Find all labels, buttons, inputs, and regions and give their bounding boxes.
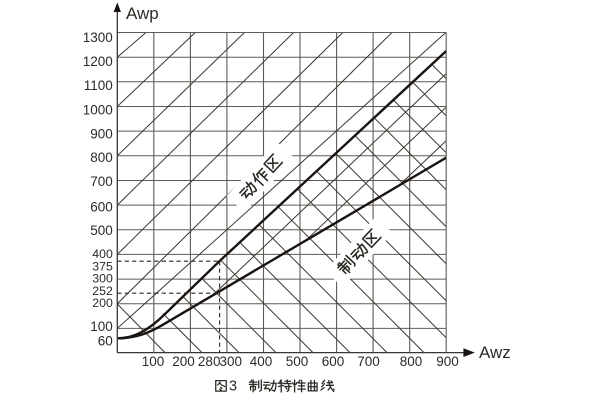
svg-text:100: 100 <box>142 354 165 369</box>
svg-text:600: 600 <box>90 199 113 214</box>
svg-text:800: 800 <box>90 150 113 165</box>
svg-text:280: 280 <box>198 354 221 369</box>
svg-text:500: 500 <box>90 223 113 238</box>
svg-text:Awz: Awz <box>479 343 511 362</box>
svg-text:400: 400 <box>250 354 273 369</box>
svg-text:600: 600 <box>322 354 345 369</box>
svg-text:400: 400 <box>92 247 113 261</box>
svg-text:375: 375 <box>92 259 113 273</box>
svg-text:1000: 1000 <box>83 102 113 117</box>
svg-text:300: 300 <box>92 272 113 286</box>
svg-text:500: 500 <box>286 354 309 369</box>
svg-text:100: 100 <box>90 319 113 334</box>
svg-text:800: 800 <box>400 354 423 369</box>
svg-text:300: 300 <box>220 354 243 369</box>
svg-text:1200: 1200 <box>83 54 113 69</box>
svg-text:60: 60 <box>98 333 113 348</box>
svg-text:200: 200 <box>92 296 113 310</box>
svg-text:200: 200 <box>172 354 195 369</box>
svg-text:1100: 1100 <box>84 78 113 93</box>
svg-text:252: 252 <box>92 284 113 298</box>
svg-text:900: 900 <box>436 354 459 369</box>
svg-text:3: 3 <box>229 379 237 395</box>
svg-text:1300: 1300 <box>83 30 113 45</box>
svg-text:700: 700 <box>357 354 380 369</box>
svg-text:900: 900 <box>90 126 113 141</box>
svg-text:700: 700 <box>90 174 113 189</box>
svg-text:Awp: Awp <box>126 4 159 23</box>
